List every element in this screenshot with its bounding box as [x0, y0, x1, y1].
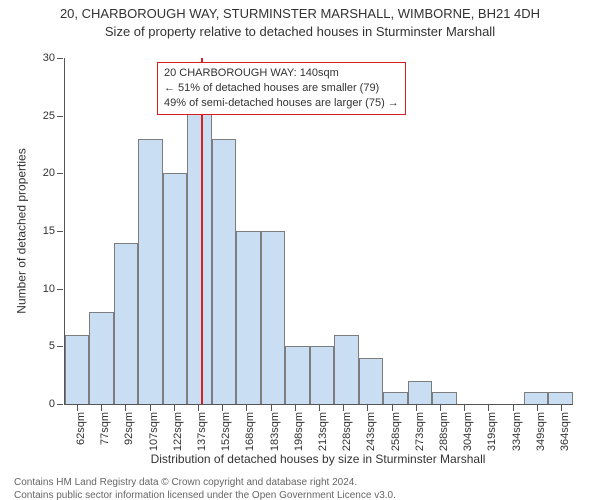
- histogram-bar: [285, 346, 309, 404]
- histogram-bar: [212, 139, 236, 404]
- x-tick: [392, 405, 393, 411]
- histogram-bar: [359, 358, 383, 404]
- y-tick-label: 30: [43, 52, 65, 64]
- x-tick: [537, 405, 538, 411]
- histogram-bar: [334, 335, 358, 404]
- histogram-bar: [310, 346, 334, 404]
- x-tick: [295, 405, 296, 411]
- histogram-bar: [548, 392, 572, 404]
- info-box-line-2: ← 51% of detached houses are smaller (79…: [164, 81, 399, 96]
- x-tick-label: 304sqm: [462, 412, 474, 451]
- chart-title-subtitle: Size of property relative to detached ho…: [0, 24, 600, 40]
- x-tick: [77, 405, 78, 411]
- x-tick-label: 62sqm: [75, 412, 87, 445]
- x-tick-label: 364sqm: [559, 412, 571, 451]
- x-tick: [319, 405, 320, 411]
- y-tick-label: 0: [49, 398, 65, 410]
- histogram-bar: [261, 231, 285, 404]
- histogram-bar: [408, 381, 432, 404]
- x-tick: [561, 405, 562, 411]
- x-tick: [343, 405, 344, 411]
- histogram-bar: [432, 392, 456, 404]
- x-tick-label: 334sqm: [511, 412, 523, 451]
- histogram-bar: [236, 231, 260, 404]
- histogram-bar: [524, 392, 548, 404]
- plot-area: 20 CHARBOROUGH WAY: 140sqm ← 51% of deta…: [64, 58, 573, 405]
- x-tick: [150, 405, 151, 411]
- x-tick-label: 77sqm: [99, 412, 111, 445]
- x-tick: [174, 405, 175, 411]
- x-tick-label: 258sqm: [390, 412, 402, 451]
- x-tick-label: 319sqm: [486, 412, 498, 451]
- x-tick-label: 228sqm: [341, 412, 353, 451]
- y-tick-label: 25: [43, 110, 65, 122]
- x-tick-label: 213sqm: [317, 412, 329, 451]
- y-axis-label-text: Number of detached properties: [15, 148, 29, 313]
- x-tick-label: 198sqm: [293, 412, 305, 451]
- histogram-bar: [383, 392, 407, 404]
- info-box: 20 CHARBOROUGH WAY: 140sqm ← 51% of deta…: [157, 62, 406, 115]
- x-tick: [198, 405, 199, 411]
- footer-line-2: Contains public sector information licen…: [14, 490, 590, 500]
- histogram-bar: [114, 243, 138, 404]
- x-axis-label: Distribution of detached houses by size …: [64, 452, 572, 466]
- y-tick-label: 20: [43, 167, 65, 179]
- x-tick: [440, 405, 441, 411]
- y-tick-label: 5: [49, 340, 65, 352]
- x-tick: [271, 405, 272, 411]
- chart-title-address: 20, CHARBOROUGH WAY, STURMINSTER MARSHAL…: [0, 6, 600, 22]
- y-axis-label: Number of detached properties: [14, 58, 30, 404]
- x-tick: [513, 405, 514, 411]
- x-tick: [246, 405, 247, 411]
- x-tick: [488, 405, 489, 411]
- x-tick: [416, 405, 417, 411]
- y-tick-label: 10: [43, 283, 65, 295]
- histogram-bar: [187, 104, 211, 404]
- info-box-line-1: 20 CHARBOROUGH WAY: 140sqm: [164, 66, 399, 81]
- x-tick: [125, 405, 126, 411]
- x-tick-label: 107sqm: [148, 412, 160, 451]
- histogram-bar: [65, 335, 89, 404]
- x-tick-label: 122sqm: [172, 412, 184, 451]
- x-tick: [101, 405, 102, 411]
- x-tick-label: 288sqm: [438, 412, 450, 451]
- y-tick-label: 15: [43, 225, 65, 237]
- x-tick-label: 243sqm: [365, 412, 377, 451]
- info-box-line-3: 49% of semi-detached houses are larger (…: [164, 96, 399, 111]
- histogram-bar: [138, 139, 162, 404]
- x-tick-label: 349sqm: [535, 412, 547, 451]
- chart-container: 20, CHARBOROUGH WAY, STURMINSTER MARSHAL…: [0, 6, 600, 500]
- x-tick-label: 92sqm: [123, 412, 135, 445]
- x-tick-label: 152sqm: [220, 412, 232, 451]
- histogram-bar: [89, 312, 113, 404]
- footer-attribution: Contains HM Land Registry data © Crown c…: [14, 477, 590, 500]
- x-tick-label: 137sqm: [196, 412, 208, 451]
- x-tick-label: 273sqm: [414, 412, 426, 451]
- x-tick-label: 168sqm: [244, 412, 256, 451]
- histogram-bar: [163, 173, 187, 404]
- x-tick: [222, 405, 223, 411]
- x-tick: [464, 405, 465, 411]
- footer-line-1: Contains HM Land Registry data © Crown c…: [14, 477, 590, 490]
- x-tick: [367, 405, 368, 411]
- x-tick-label: 183sqm: [269, 412, 281, 451]
